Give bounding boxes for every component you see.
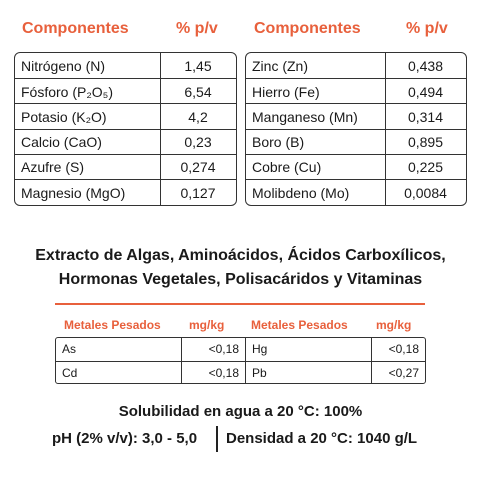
row: Boro (B) 0,895 (246, 128, 466, 155)
table: Nitrógeno (N) 1,45 Fósforo (P₂O₅) 6,54 Potas… (14, 52, 237, 206)
cell: 1,45 (160, 53, 235, 79)
header: % p/v (176, 20, 218, 37)
cell: Magnesio (MgO) (21, 184, 126, 201)
row: Manganeso (Mn) 0,314 (246, 103, 466, 130)
row: Potasio (K₂O) 4,2 (15, 103, 236, 130)
cell: Cobre (Cu) (252, 159, 322, 176)
cell: Hg (245, 338, 371, 361)
cell: <0,27 (371, 361, 425, 383)
cell: Manganeso (Mn) (252, 108, 358, 125)
cell: 4,2 (160, 104, 235, 130)
cell: <0,18 (181, 338, 245, 361)
text: Solubilidad en agua a 20 °C: 100% (118, 403, 363, 420)
text: pH (2% v/v): 3,0 - 5,0 (52, 430, 198, 447)
row: Cd <0,18 Pb <0,27 (56, 360, 425, 383)
cell: Azufre (S) (21, 159, 85, 176)
row: Cobre (Cu) 0,225 (246, 153, 466, 180)
cell: 0,23 (160, 129, 235, 155)
cell: Zinc (Zn) (252, 57, 308, 74)
header: Componentes (22, 20, 129, 37)
cell: 0,895 (385, 129, 465, 155)
divider (55, 303, 425, 305)
row: Fósforo (P₂O₅) 6,54 (15, 78, 236, 105)
header: Componentes (254, 20, 361, 37)
cell: Potasio (K₂O) (21, 108, 107, 125)
cell: 6,54 (160, 79, 235, 105)
row: Calcio (CaO) 0,23 (15, 128, 236, 155)
row: Zinc (Zn) 0,438 (246, 53, 466, 79)
cell: Pb (245, 361, 371, 383)
cell: 0,274 (160, 154, 235, 180)
header: Metales Pesados (251, 318, 348, 332)
cell: Molibdeno (Mo) (252, 184, 350, 201)
row: Nitrógeno (N) 1,45 (15, 53, 236, 79)
header: Metales Pesados (64, 318, 161, 332)
cell: 0,225 (385, 154, 465, 180)
cell: 0,438 (385, 53, 465, 79)
cell: Hierro (Fe) (252, 83, 320, 100)
table: Zinc (Zn) 0,438 Hierro (Fe) 0,494 Manganeso … (245, 52, 467, 206)
text: Densidad a 20 °C: 1040 g/L (226, 430, 418, 447)
text: Extracto de Algas, Aminoácidos, Ácidos C… (35, 247, 446, 264)
cell: 0,314 (385, 104, 465, 130)
row: Magnesio (MgO) 0,127 (15, 179, 236, 205)
cell: Cd (62, 365, 78, 380)
row: Azufre (S) 0,274 (15, 153, 236, 180)
header: mg/kg (189, 318, 225, 332)
cell: Fósforo (P₂O₅) (21, 83, 113, 100)
cell: Nitrógeno (N) (21, 57, 106, 74)
cell: 0,127 (160, 180, 235, 205)
cell: As (62, 342, 77, 357)
text: Hormonas Vegetales, Polisacáridos y Vita… (58, 271, 423, 288)
cell: 0,0084 (385, 180, 465, 205)
row: Hierro (Fe) 0,494 (246, 78, 466, 105)
row: Molibdeno (Mo) 0,0084 (246, 179, 466, 205)
header: % p/v (406, 20, 448, 37)
cell: Boro (B) (252, 134, 305, 151)
cell: 0,494 (385, 79, 465, 105)
cell: Calcio (CaO) (21, 134, 102, 151)
row: As <0,18 Hg <0,18 (56, 338, 425, 361)
table: As <0,18 Hg <0,18 Cd <0,18 Pb <0,27 (55, 337, 426, 384)
header: mg/kg (376, 318, 412, 332)
divider (216, 426, 218, 452)
cell: <0,18 (371, 338, 425, 361)
cell: <0,18 (181, 361, 245, 383)
